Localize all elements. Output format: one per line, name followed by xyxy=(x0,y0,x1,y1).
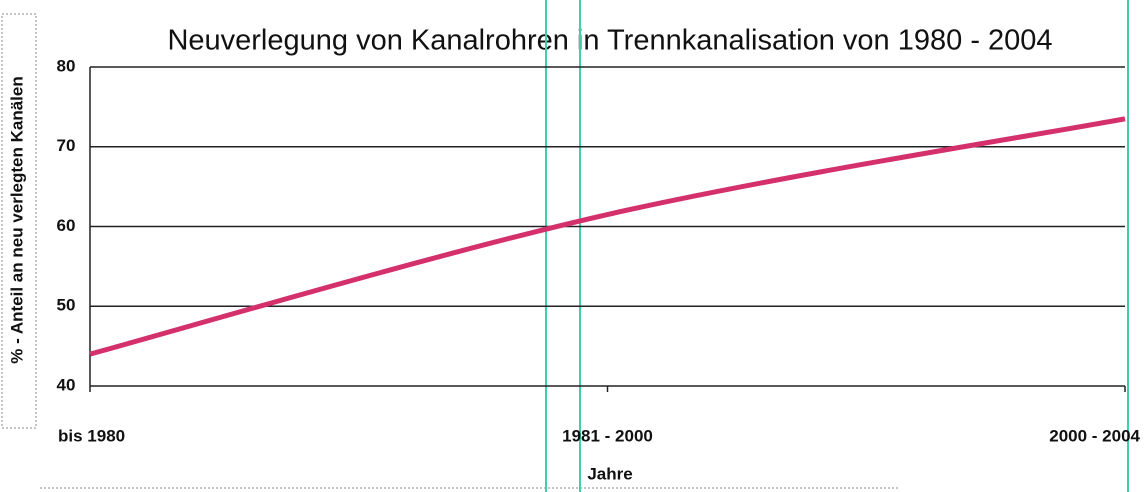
y-axis-title: % - Anteil an neu verlegten Kanälen xyxy=(7,76,26,364)
x-tick-label: bis 1980 xyxy=(58,426,125,445)
y-tick-label: 60 xyxy=(57,216,76,235)
y-tick-label: 40 xyxy=(57,375,76,394)
label-frame xyxy=(1,13,37,429)
y-tick-label: 70 xyxy=(57,136,76,155)
x-axis-title: Jahre xyxy=(587,464,632,483)
x-tick-label: 1981 - 2000 xyxy=(562,426,653,445)
chart-title: Neuverlegung von Kanalrohren in Trennkan… xyxy=(167,25,1052,57)
x-tick-label: 2000 - 2004 xyxy=(1049,426,1140,445)
line-series xyxy=(89,116,1126,357)
y-tick-label: 80 xyxy=(57,56,76,75)
y-tick-label: 50 xyxy=(57,296,76,315)
